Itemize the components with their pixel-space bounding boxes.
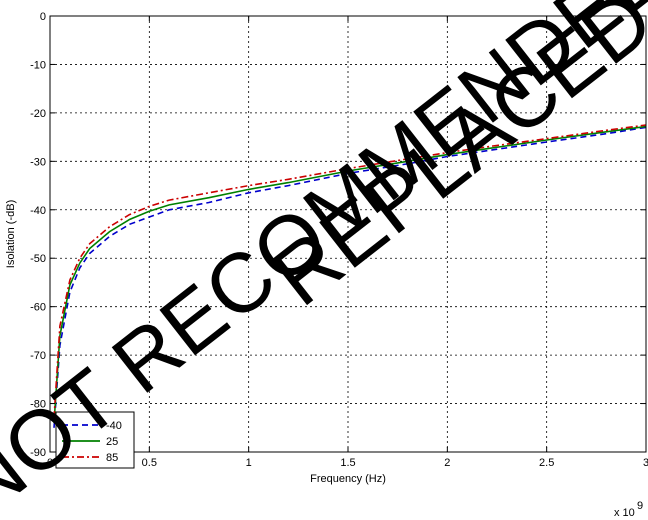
plot-area	[50, 16, 646, 452]
legend-label: 25	[106, 436, 118, 448]
y-tick-label: -40	[30, 205, 46, 217]
x-tick-label: 2	[444, 457, 450, 469]
y-tick-label: -70	[30, 350, 46, 362]
x-tick-label: 1	[246, 457, 252, 469]
legend-box	[55, 411, 135, 469]
x-tick-label: 3	[643, 457, 648, 469]
x-tick-label: 2.5	[539, 457, 554, 469]
x-tick-label: 0.5	[142, 457, 157, 469]
x-tick-label: 1.5	[340, 457, 355, 469]
series-line-25	[53, 125, 647, 423]
grid	[50, 16, 646, 452]
x-multiplier-label: x 10	[614, 507, 635, 519]
x-tick-label: 0	[47, 457, 53, 469]
series-layer	[53, 124, 647, 428]
y-tick-label: -50	[30, 253, 46, 265]
legend-label: 85	[106, 452, 118, 464]
y-axis-label: Isolation (-dB)	[5, 200, 17, 268]
axes: 0 0.5 1 1.5 2 2.5 3 0 -10 -20 -30 -40 -50 -60 -70 -80 -9…	[5, 11, 648, 519]
x-axis-label: Frequency (Hz)	[310, 473, 386, 485]
y-tick-label: -80	[30, 399, 46, 411]
legend: -40 25 85	[55, 411, 135, 469]
y-tick-label: 0	[40, 11, 46, 23]
series-line--40	[53, 126, 647, 428]
y-tick-label: -10	[30, 59, 46, 71]
x-multiplier-exponent: 9	[637, 500, 643, 512]
y-tick-label: -90	[30, 447, 46, 459]
legend-label: -40	[106, 420, 122, 432]
y-tick-label: -30	[30, 156, 46, 168]
y-tick-label: -20	[30, 108, 46, 120]
y-tick-label: -60	[30, 302, 46, 314]
